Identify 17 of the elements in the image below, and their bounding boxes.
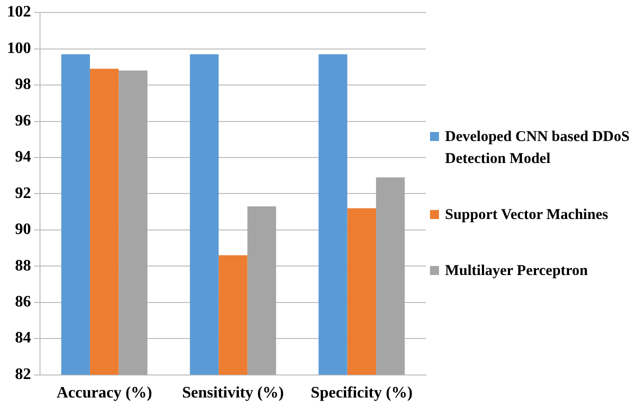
y-tick-label: 82 <box>15 366 31 383</box>
y-tick-label: 90 <box>15 221 31 238</box>
y-tick-label: 88 <box>15 257 31 274</box>
y-tick-label: 98 <box>15 76 31 94</box>
y-tick-label: 92 <box>15 184 31 202</box>
y-tick-label: 84 <box>15 330 31 347</box>
legend-label: Support Vector Machines <box>445 206 608 225</box>
x-tick-label: Specificity (%) <box>310 384 413 402</box>
y-tick-label: 94 <box>15 148 31 166</box>
y-tick-label: 102 <box>7 4 31 21</box>
legend-label: Multilayer Perceptron <box>445 262 588 281</box>
x-tick-label: Accuracy (%) <box>56 384 152 402</box>
x-tick-label: Sensitivity (%) <box>182 384 284 402</box>
y-tick-label: 100 <box>7 40 31 57</box>
y-tick-label: 86 <box>15 294 31 310</box>
legend-label: Developed CNN based DDoS Detection Model <box>445 128 630 169</box>
y-tick-label: 96 <box>15 112 31 130</box>
